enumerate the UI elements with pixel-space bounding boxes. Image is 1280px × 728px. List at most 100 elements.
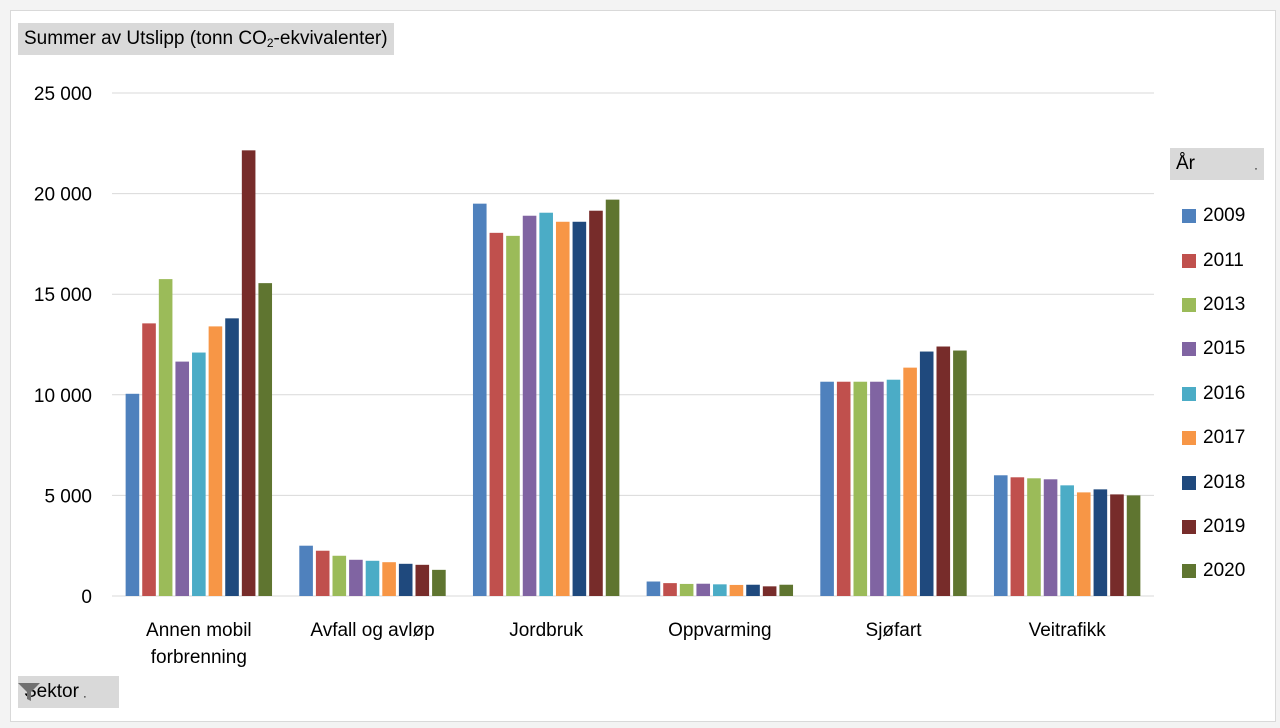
category-field-label: Sektor (24, 681, 79, 702)
legend-item[interactable]: 2018 (1182, 460, 1245, 504)
bar[interactable] (315, 550, 330, 596)
legend-label: 2017 (1203, 427, 1246, 449)
legend: 2009 2011 2013 2015 2016 2017 2018 2019 2020 (1182, 194, 1245, 594)
bar[interactable] (539, 212, 553, 597)
legend-item[interactable]: 2019 (1182, 505, 1245, 549)
bar[interactable] (713, 584, 727, 596)
bar[interactable] (225, 318, 239, 596)
legend-title: År (1176, 153, 1195, 174)
bar[interactable] (903, 367, 917, 596)
legend-field-button[interactable]: År · (1170, 148, 1264, 180)
legend-swatch (1182, 253, 1196, 268)
legend-label: 2011 (1203, 249, 1244, 271)
x-tick-label: Avfall og avløp (310, 620, 434, 641)
bar[interactable] (192, 352, 206, 596)
value-field-label: Summer av Utslipp (tonn CO (24, 28, 267, 49)
bar[interactable] (572, 221, 587, 596)
bar[interactable] (175, 361, 190, 596)
bar[interactable] (1060, 485, 1074, 596)
bar[interactable] (729, 584, 744, 596)
legend-item[interactable]: 2015 (1182, 327, 1245, 371)
bar[interactable] (605, 199, 620, 597)
legend-item[interactable]: 2009 (1182, 194, 1245, 238)
bar[interactable] (522, 215, 537, 596)
bar[interactable] (158, 279, 173, 596)
y-tick-label: 25 000 (34, 84, 92, 105)
bar[interactable] (555, 221, 570, 596)
x-tick-label: Annen mobil (146, 620, 252, 641)
legend-label: 2020 (1203, 560, 1246, 582)
bar[interactable] (779, 584, 794, 596)
x-tick-label: Oppvarming (668, 620, 772, 641)
bar[interactable] (1110, 494, 1124, 596)
gridlines (112, 92, 1154, 597)
bar[interactable] (746, 584, 760, 596)
legend-item[interactable]: 2013 (1182, 283, 1245, 327)
bar[interactable] (1043, 479, 1058, 596)
bar[interactable] (506, 235, 520, 597)
legend-label: 2013 (1203, 293, 1246, 315)
bar[interactable] (993, 475, 1008, 596)
bar[interactable] (241, 150, 256, 597)
bar[interactable] (936, 346, 951, 596)
bar[interactable] (1027, 478, 1041, 596)
bar[interactable] (696, 583, 711, 596)
bar[interactable] (208, 326, 223, 596)
bars (125, 150, 1141, 597)
bar[interactable] (886, 379, 901, 596)
bar[interactable] (1010, 477, 1025, 596)
x-tick-label: Sjøfart (866, 620, 923, 641)
legend-item[interactable]: 2011 (1182, 238, 1245, 282)
legend-label: 2016 (1203, 382, 1246, 404)
category-field-button[interactable]: Sektor · (18, 676, 119, 708)
value-field-button[interactable]: Summer av Utslipp (tonn CO2-ekvivalenter… (18, 23, 394, 55)
bar[interactable] (365, 560, 380, 596)
bar[interactable] (919, 351, 934, 596)
bar[interactable] (382, 562, 396, 596)
x-tick-label: Jordbruk (509, 620, 583, 641)
dropdown-dot-icon: · (1254, 161, 1258, 175)
bar[interactable] (646, 581, 661, 596)
filter-icon[interactable] (18, 683, 40, 701)
legend-swatch (1182, 342, 1196, 357)
bar[interactable] (398, 563, 413, 596)
bar[interactable] (415, 564, 430, 596)
bar[interactable] (472, 203, 487, 596)
bar[interactable] (125, 393, 140, 596)
bar[interactable] (762, 586, 777, 596)
value-field-subscript: 2 (266, 36, 274, 50)
axis-labels: 0 5 000 10 000 15 000 20 000 25 000 Annen mobi… (34, 84, 1106, 668)
bar[interactable] (489, 232, 504, 597)
y-tick-label: 5 000 (44, 486, 92, 507)
bar[interactable] (953, 350, 967, 596)
value-field-suffix: -ekvivalenter) (273, 28, 388, 49)
x-tick-label: forbrenning (151, 647, 247, 668)
legend-swatch (1182, 297, 1196, 312)
bar[interactable] (258, 283, 273, 596)
bar[interactable] (1126, 495, 1141, 596)
legend-item[interactable]: 2017 (1182, 416, 1245, 460)
legend-label: 2019 (1203, 515, 1246, 537)
bar[interactable] (679, 583, 694, 596)
bar[interactable] (299, 545, 313, 596)
bar[interactable] (349, 559, 363, 596)
x-tick-label: Veitrafikk (1029, 620, 1107, 641)
dropdown-dot-icon: · (82, 689, 87, 703)
bar[interactable] (432, 569, 446, 596)
bar[interactable] (332, 555, 347, 596)
bar[interactable] (142, 323, 156, 596)
bar[interactable] (663, 583, 677, 596)
bar[interactable] (589, 210, 603, 596)
legend-item[interactable]: 2020 (1182, 549, 1245, 593)
bar[interactable] (1076, 492, 1091, 596)
legend-item[interactable]: 2016 (1182, 372, 1245, 416)
bar[interactable] (853, 381, 868, 596)
bar[interactable] (836, 381, 851, 596)
y-tick-label: 20 000 (34, 185, 92, 206)
legend-swatch (1182, 519, 1196, 534)
bar[interactable] (870, 381, 884, 596)
bar[interactable] (1093, 489, 1108, 596)
bar[interactable] (820, 381, 834, 596)
legend-swatch (1182, 209, 1196, 224)
